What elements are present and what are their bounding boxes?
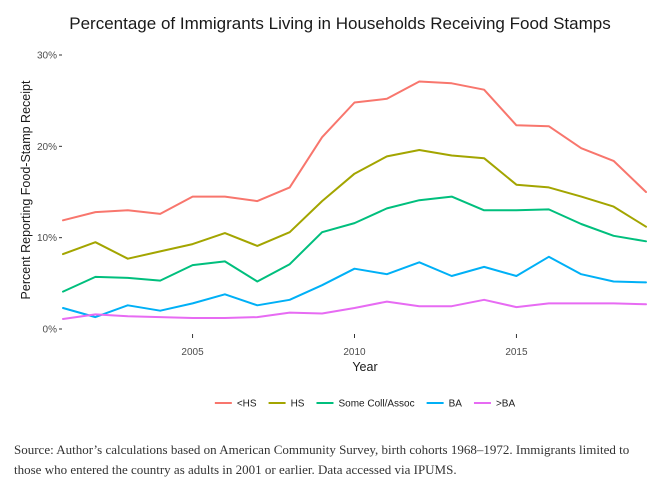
legend: <HS HS Some Coll/Assoc BA >BA: [214, 399, 516, 410]
legend-item: BA: [426, 399, 463, 410]
series-line-1: [62, 149, 647, 260]
chart-title: Percentage of Immigrants Living in House…: [69, 14, 610, 33]
series-line-3: [62, 255, 647, 319]
legend-label: >BA: [496, 399, 516, 410]
y-tick-label: 10%: [37, 233, 57, 244]
legend-item: Some Coll/Assoc: [316, 399, 415, 410]
series-line-0: [62, 80, 647, 222]
y-axis: 0% 10% 20% 30%: [37, 51, 62, 336]
series-line-4: [62, 298, 647, 320]
y-axis-label: Percent Reporting Food-Stamp Receipt: [19, 80, 33, 299]
source-caption: Source: Author’s calculations based on A…: [14, 442, 630, 477]
x-tick-label: 2010: [343, 347, 366, 358]
legend-label: BA: [449, 399, 463, 410]
legend-label: HS: [291, 399, 305, 410]
line-chart: Percentage of Immigrants Living in House…: [19, 14, 647, 410]
legend-label: Some Coll/Assoc: [338, 399, 414, 410]
x-tick-label: 2015: [505, 347, 528, 358]
legend-item: HS: [268, 399, 305, 410]
legend-item: >BA: [473, 399, 516, 410]
legend-item: <HS: [214, 399, 257, 410]
x-tick-label: 2005: [181, 347, 204, 358]
x-axis: 2005 2010 2015: [181, 334, 528, 358]
legend-label: <HS: [237, 399, 257, 410]
y-tick-label: 30%: [37, 51, 57, 62]
x-axis-label: Year: [352, 360, 377, 374]
plot-area: [62, 80, 647, 320]
series-line-2: [62, 195, 647, 293]
y-tick-label: 20%: [37, 142, 57, 153]
y-tick-label: 0%: [43, 325, 58, 336]
